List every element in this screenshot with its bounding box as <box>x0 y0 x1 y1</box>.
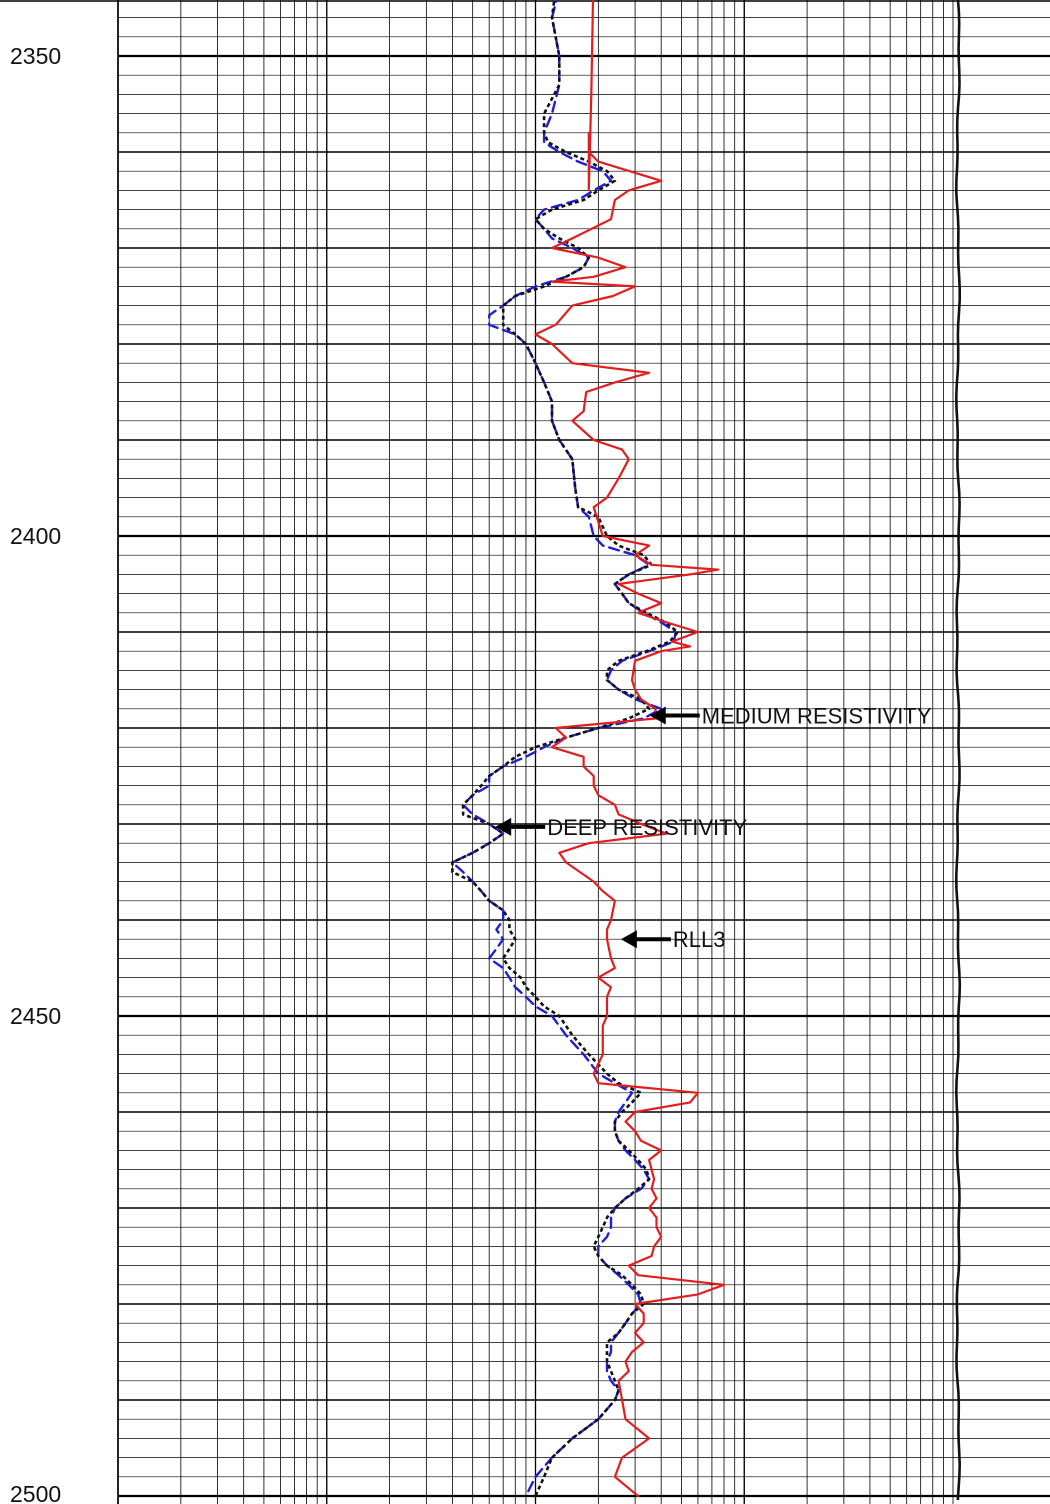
depth-axis: 2350 2400 2450 2500 <box>10 43 61 1504</box>
annotation-label: RLL3 <box>673 927 726 952</box>
track-edge-line <box>954 0 962 1501</box>
annotation-label: DEEP RESISTIVITY <box>547 815 747 840</box>
curve-layer <box>451 0 726 1498</box>
depth-tick-label: 2400 <box>10 523 61 549</box>
annotation-0: MEDIUM RESISTIVITY <box>649 704 932 729</box>
series-line-medium <box>451 0 680 1497</box>
annotation-arrowhead <box>620 930 637 949</box>
annotation-label: MEDIUM RESISTIVITY <box>702 704 932 729</box>
depth-tick-label: 2350 <box>10 43 61 69</box>
annotation-arrowhead <box>495 817 512 836</box>
depth-tick-label: 2450 <box>10 1003 61 1029</box>
annotation-1: DEEP RESISTIVITY <box>495 815 748 840</box>
series-line-rll3 <box>534 0 726 1498</box>
annotation-layer: MEDIUM RESISTIVITY DEEP RESISTIVITY RLL3 <box>495 704 932 952</box>
right-track-edge <box>954 0 962 1501</box>
annotation-2: RLL3 <box>620 927 726 952</box>
series-line-deep <box>451 0 677 1498</box>
depth-tick-label: 2500 <box>10 1481 61 1504</box>
annotation-arrowhead <box>649 706 666 725</box>
